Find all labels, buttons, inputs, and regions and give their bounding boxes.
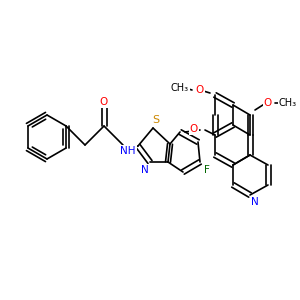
Text: S: S [152,115,160,125]
Text: N: N [251,197,259,207]
Text: O: O [196,85,204,95]
Text: CH₃: CH₃ [279,98,297,108]
Text: O: O [100,97,108,107]
Text: O: O [190,124,198,134]
Text: N: N [141,165,149,175]
Text: CH₃: CH₃ [171,83,189,93]
Text: NH: NH [120,146,136,156]
Text: F: F [204,165,210,175]
Text: O: O [264,98,272,108]
